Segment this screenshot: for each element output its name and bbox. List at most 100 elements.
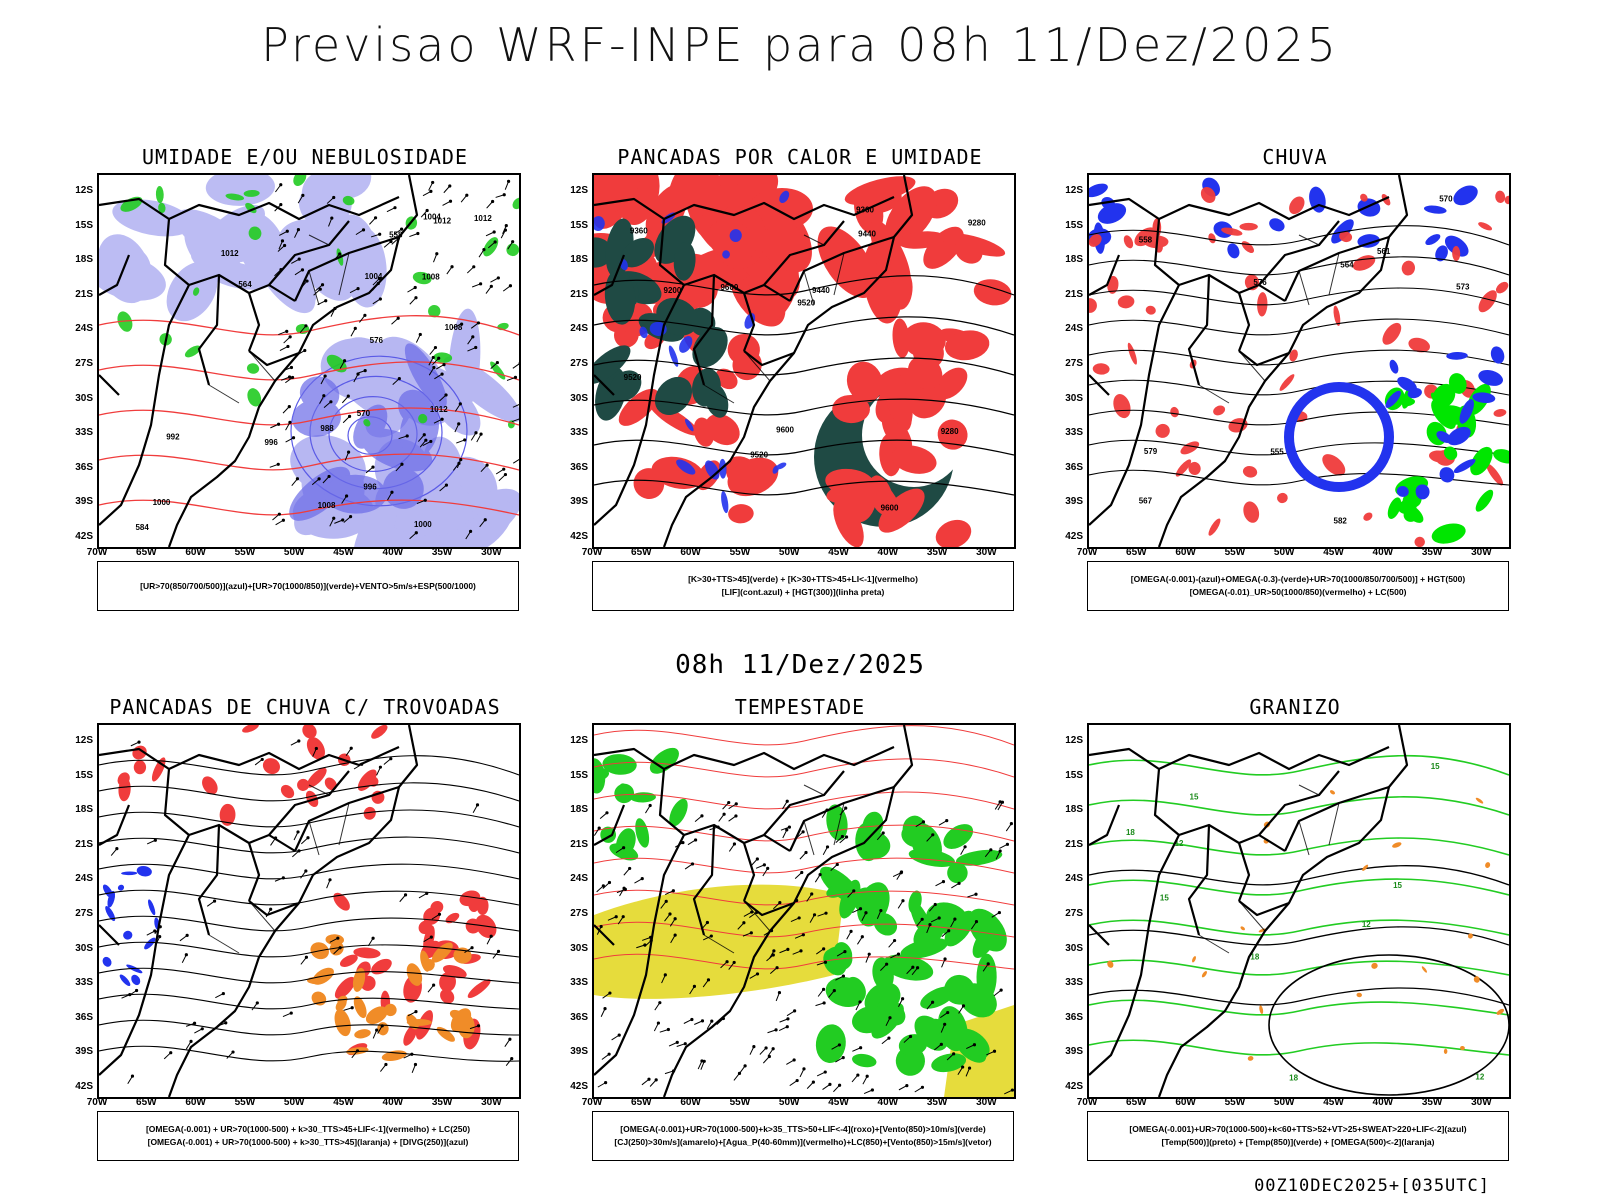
longitude-label: 40W <box>1372 1097 1394 1108</box>
map-frame <box>97 723 521 1099</box>
latitude-label: 27S <box>75 908 93 919</box>
contour-label: 15 <box>1160 894 1169 903</box>
contour-label: 9440 <box>858 229 876 238</box>
latitude-label: 18S <box>1065 254 1083 266</box>
legend-text: [OMEGA(-0.01)_UR>50(1000/850)(vermelho) … <box>1189 587 1407 597</box>
contour-label: 9280 <box>941 427 959 436</box>
contour-label: 1000 <box>414 520 432 529</box>
latitude-label: 39S <box>1065 1046 1083 1058</box>
longitude-label: 50W <box>1273 1097 1295 1108</box>
latitude-label: 15S <box>570 219 588 231</box>
weather-map: 1012 1012 1012 1012 1008 1008 1004 1000 996 992 98… <box>99 175 519 547</box>
legend-text: [UR>70(850/700/500)](azul)+[UR>70(1000/8… <box>140 580 476 591</box>
latitude-label: 30S <box>75 392 93 404</box>
legend-box: [K>30+TTS>45](verde) + [K>30+TTS>45+LI<-… <box>592 561 1014 611</box>
longitude-label: 60W <box>1175 547 1196 558</box>
latitude-label: 12S <box>570 735 588 746</box>
streamlines <box>99 755 519 1062</box>
contour-label: 9600 <box>720 283 738 292</box>
panel-title: GRANIZO <box>1249 695 1341 719</box>
contour-label: 576 <box>370 336 384 345</box>
longitude-label: 50W <box>778 547 800 558</box>
contour-label: 1000 <box>153 498 171 507</box>
latitude-label: 21S <box>570 838 588 850</box>
latitude-label: 21S <box>75 838 93 850</box>
legend-text: [Temp(500)](preto) + [Temp(850)](verde) … <box>1161 1137 1435 1147</box>
contour-label: 15 <box>1393 881 1402 890</box>
legend-text: [CJ(250)>30m/s](amarelo)+[Agua_P(40-60mm… <box>614 1137 992 1147</box>
contour-label: 1012 <box>221 249 239 258</box>
latitude-label: 33S <box>570 427 588 439</box>
omega500-orange <box>1107 790 1505 1061</box>
latitude-label: 12S <box>75 185 93 196</box>
latitude-label: 30S <box>570 942 588 954</box>
coastline-boundaries <box>99 725 419 1097</box>
contour-label: 1008 <box>445 323 463 332</box>
latitude-label: 12S <box>570 185 588 196</box>
latitude-label: 33S <box>75 427 93 439</box>
longitude-label: 40W <box>382 1097 404 1108</box>
contour-label: 12 <box>1362 920 1371 929</box>
latitude-label: 21S <box>75 288 93 300</box>
contour-label: 18 <box>1250 952 1259 961</box>
latitude-label: 12S <box>1065 735 1083 746</box>
longitude-label: 70W <box>1076 547 1098 558</box>
longitude-label: 55W <box>729 1097 751 1108</box>
contour-label: 573 <box>1456 283 1470 292</box>
legend-box: [UR>70(850/700/500)](azul)+[UR>70(1000/8… <box>97 561 519 611</box>
latitude-label: 18S <box>570 254 588 266</box>
latitude-label: 39S <box>1065 496 1083 508</box>
legend-text: [K>30+TTS>45](verde) + [K>30+TTS>45+LI<-… <box>688 574 918 584</box>
legend-box: [OMEGA(-0.001) + UR>70(1000-500) + k>30_… <box>97 1111 519 1161</box>
red-east-band <box>872 231 1012 428</box>
map-frame: 582 576 573 570 567 564 561 579 558 555 <box>1087 173 1511 549</box>
contour-label: 564 <box>1340 261 1354 270</box>
longitude-label: 65W <box>631 547 652 558</box>
contour-label: 584 <box>135 523 149 532</box>
contour-label: 12 <box>1475 1073 1484 1082</box>
contour-label: 1008 <box>422 273 440 282</box>
map-frame <box>592 723 1016 1099</box>
legend-box: [OMEGA(-0.001)+UR>70(1000-500)+k>35_TTS>… <box>592 1111 1014 1161</box>
contour-label: 15 <box>1431 762 1440 771</box>
panel-title: UMIDADE E/OU NEBULOSIDADE <box>141 145 469 169</box>
latitude-label: 24S <box>75 873 93 885</box>
contour-label: 9280 <box>968 219 986 228</box>
contour-label: 561 <box>1377 247 1391 256</box>
longitude-label: 70W <box>581 1097 603 1108</box>
lifted-index-contours <box>594 190 790 514</box>
latitude-label: 42S <box>75 531 93 542</box>
longitude-label: 45W <box>333 1097 354 1108</box>
coastline-boundaries <box>594 725 914 1097</box>
legend-box: [OMEGA(-0.001)-(azul)+OMEGA(-0.3)-(verde… <box>1087 561 1509 611</box>
state-boundaries <box>703 234 845 404</box>
coastline-boundaries <box>594 175 914 547</box>
longitude-label: 60W <box>680 1097 701 1108</box>
longitude-label: 55W <box>234 1097 256 1108</box>
low-level-humidity-patches <box>117 175 519 429</box>
longitude-label: 65W <box>136 1097 157 1108</box>
longitude-label: 70W <box>86 1097 108 1108</box>
latitude-label: 24S <box>75 323 93 335</box>
longitude-label: 50W <box>283 547 305 558</box>
coastline-boundaries <box>1089 725 1409 1097</box>
latitude-label: 15S <box>75 769 93 781</box>
latitude-label: 27S <box>570 358 588 369</box>
longitude-label: 35W <box>926 1097 948 1108</box>
latitude-label: 18S <box>570 804 588 816</box>
latitude-label: 36S <box>75 461 93 473</box>
run-code: 00Z10DEC2025+[035UTC] <box>1254 1176 1490 1196</box>
longitude-label: 65W <box>631 1097 652 1108</box>
omega-blue-ring <box>1284 382 1394 492</box>
longitude-label: 60W <box>1175 1097 1196 1108</box>
longitude-label: 50W <box>1273 547 1295 558</box>
legend-text: [OMEGA(-0.001)-(azul)+OMEGA(-0.3)-(verde… <box>1130 574 1466 584</box>
latitude-label: 39S <box>570 1046 588 1058</box>
map-frame: 9600 9520 9520 9440 9360 9280 9200 9520 9440 9360… <box>592 173 1016 549</box>
latitude-label: 24S <box>1065 323 1083 335</box>
latitude-label: 30S <box>570 392 588 404</box>
longitude-label: 45W <box>1323 547 1344 558</box>
instability-teal-areas <box>594 215 729 421</box>
panel-title: TEMPESTADE <box>734 695 866 719</box>
